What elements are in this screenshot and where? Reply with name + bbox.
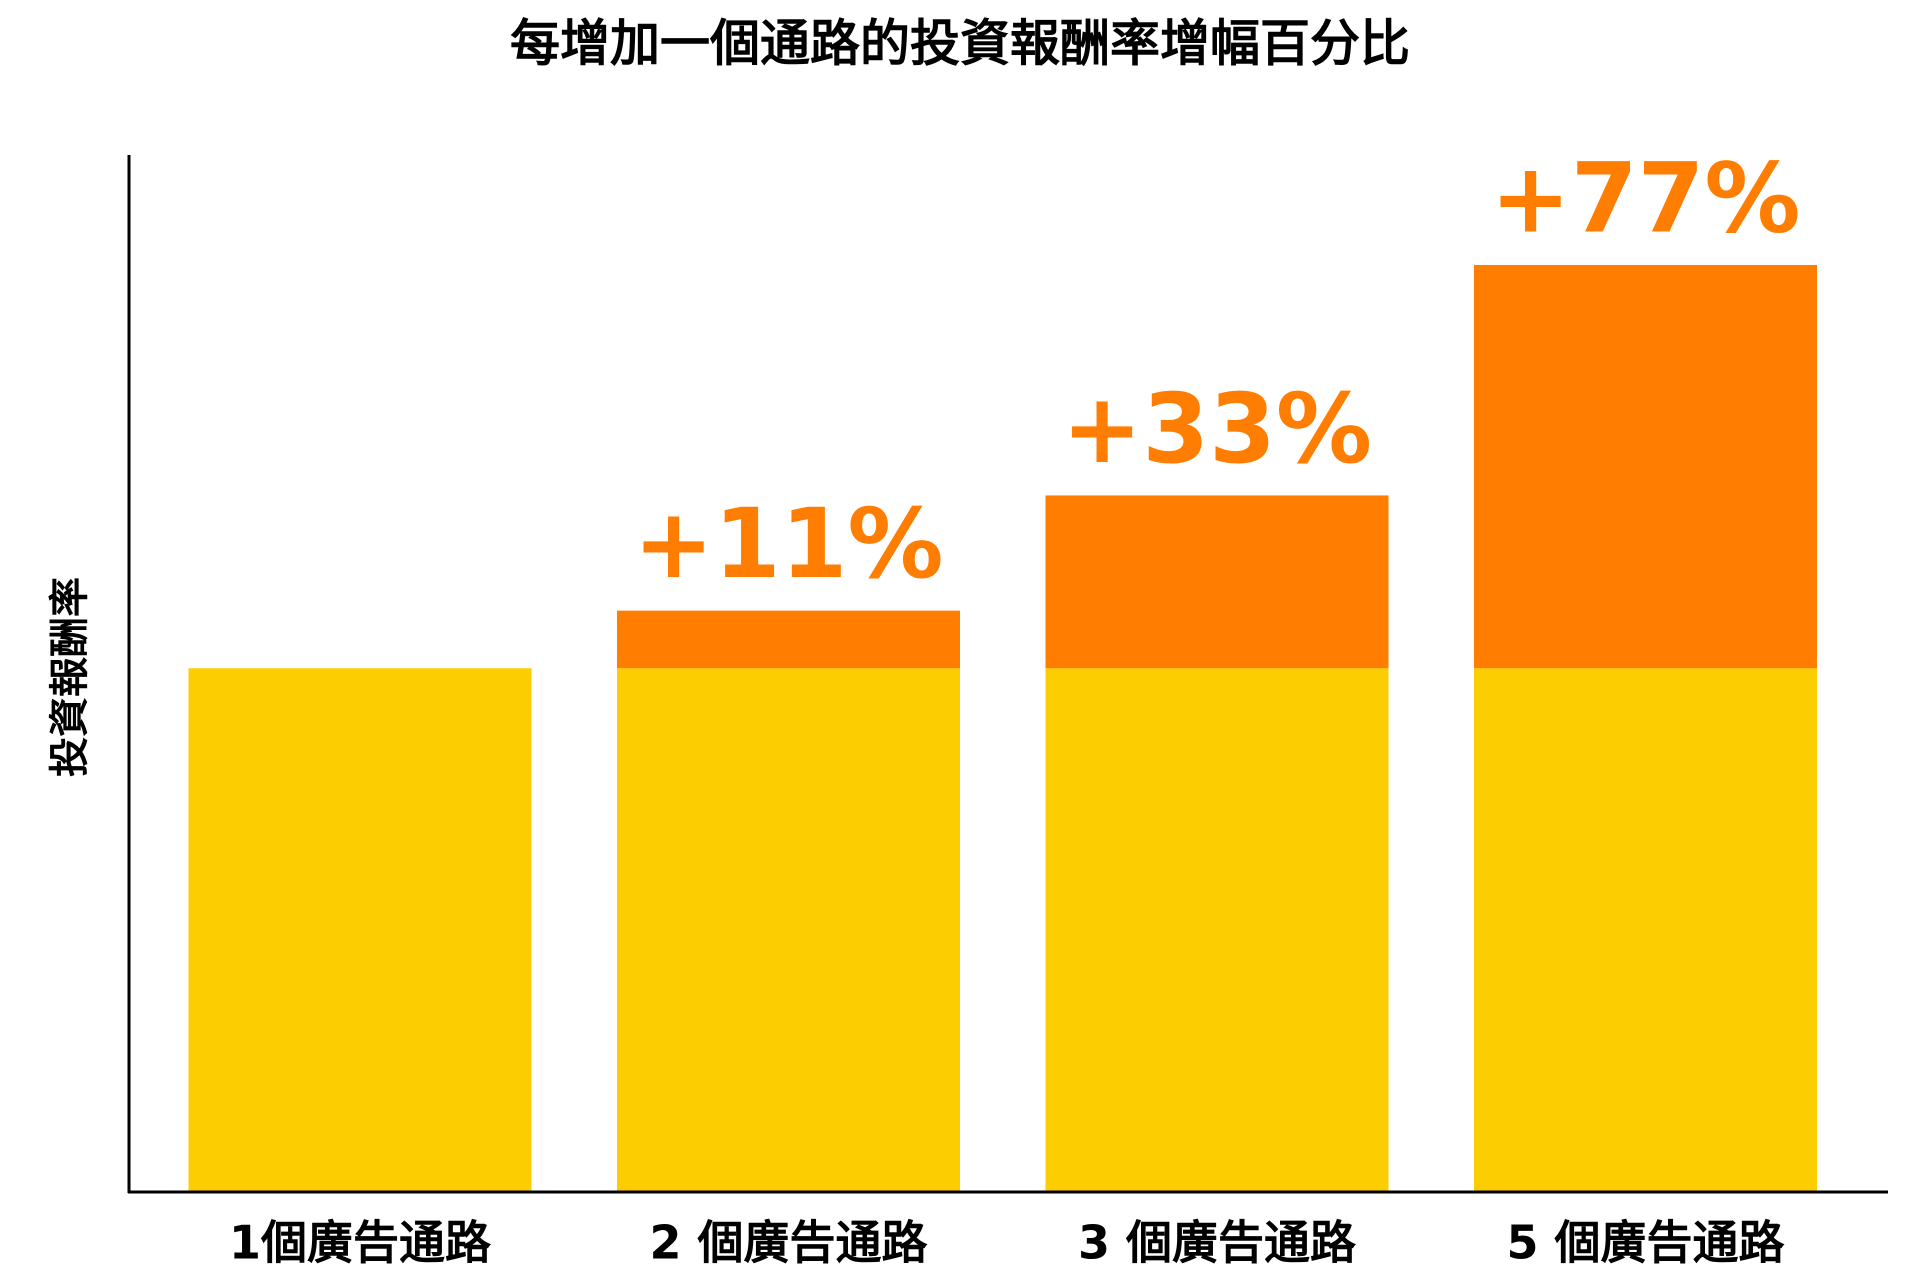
- bar-segment: [1045, 668, 1389, 1192]
- value-label: +11%: [633, 488, 943, 600]
- x-tick-label: 2 個廣告通路: [649, 1216, 928, 1270]
- plot-area: [188, 264, 1817, 1192]
- bar-segment: [188, 668, 532, 1192]
- x-tick-label: 5 個廣告通路: [1506, 1216, 1785, 1270]
- x-tick-label: 1個廣告通路: [229, 1216, 492, 1270]
- bar-segment: [617, 610, 960, 669]
- y-axis-label: 投資報酬率: [47, 577, 93, 777]
- value-label: +33%: [1062, 373, 1372, 485]
- value-label: +77%: [1490, 142, 1800, 254]
- chart-title: 每增加一個通路的投資報酬率增幅百分比: [510, 15, 1410, 73]
- bar-segment: [1045, 495, 1389, 669]
- bar-segment: [1474, 668, 1817, 1192]
- x-tick-label: 3 個廣告通路: [1078, 1216, 1357, 1270]
- bar-segment: [1474, 264, 1817, 669]
- bar-segment: [617, 668, 960, 1192]
